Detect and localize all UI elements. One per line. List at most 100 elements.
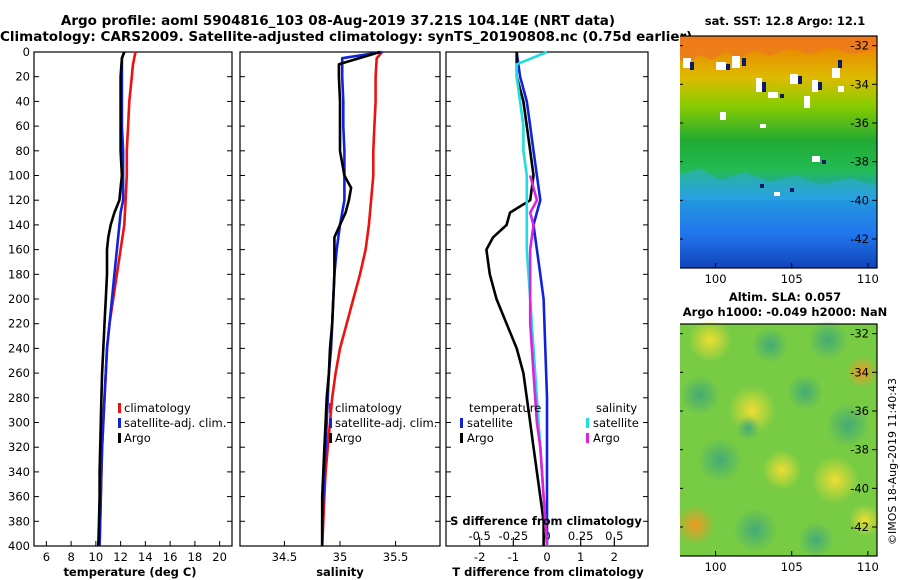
y-tick-label: 0 xyxy=(23,45,30,59)
legend-swatch-t-argo xyxy=(460,433,463,443)
legend-s-satellite: satellite xyxy=(593,416,639,430)
legend-climatology: climatology xyxy=(124,401,191,415)
y-tick-label: 340 xyxy=(8,465,30,479)
map-y-tick-label: -38 xyxy=(850,443,869,457)
profile-charts: 0204060801001201401601802002202402602803… xyxy=(8,45,649,579)
x-tick-label: 0 xyxy=(543,550,550,564)
sst-warm-band xyxy=(680,36,877,62)
temperature-panel: 0 20 40 60 80 100 120 140 160 180 200 220 240 260 280 3… xyxy=(8,45,232,564)
legend-swatch-s-satellite xyxy=(586,418,589,428)
series-line-t-satellite xyxy=(515,51,549,546)
legend-s-argo: Argo xyxy=(593,431,620,445)
map-y-tick-label: -36 xyxy=(850,116,869,130)
legend-satellite: satellite-adj. clim. xyxy=(124,416,226,430)
y-tick-label: 220 xyxy=(8,317,30,331)
salinity-legend: climatology satellite-adj. clim. Argo xyxy=(329,401,437,445)
temperature-legend: climatology satellite-adj. clim. Argo xyxy=(118,401,226,445)
legend-swatch-climatology xyxy=(329,403,332,413)
map-x-tick-label: 105 xyxy=(781,272,803,286)
y-tick-label: 120 xyxy=(8,193,30,207)
x-tick-label: 20 xyxy=(212,550,227,564)
legend-swatch-argo xyxy=(118,433,121,443)
temperature-panel-frame xyxy=(33,51,233,547)
y-tick-label: 40 xyxy=(15,94,30,108)
x-tick-label: 8 xyxy=(67,550,74,564)
x-tick-label: 10 xyxy=(89,550,104,564)
sst-map-frame xyxy=(680,35,878,269)
legend-swatch-satellite xyxy=(118,418,121,428)
x-tick-label: 1 xyxy=(577,550,584,564)
legend-satellite: satellite-adj. clim. xyxy=(335,416,437,430)
y-tick-label: 300 xyxy=(8,416,30,430)
legend-temperature-title: temperature xyxy=(469,401,541,415)
s-tick-label: 0.5 xyxy=(605,529,623,543)
sla-map-ticks: 100 105 110 -32 -34 -36 -38 -40 -42 xyxy=(680,327,879,574)
map-y-tick-label: -42 xyxy=(850,520,869,534)
sla-blobs xyxy=(680,318,881,558)
sla-map-frame xyxy=(680,323,878,557)
x-tick-label: 14 xyxy=(138,550,153,564)
title-line-1: Argo profile: aoml 5904816_103 08-Aug-20… xyxy=(60,13,616,29)
map-x-tick-label: 110 xyxy=(857,272,879,286)
y-tick-label: 260 xyxy=(8,366,30,380)
difference-xlabel-top: S difference from climatology xyxy=(450,514,642,528)
x-tick-label: 35.5 xyxy=(383,550,409,564)
map-y-tick-label: -42 xyxy=(850,232,869,246)
x-tick-label: 2 xyxy=(611,550,618,564)
map-y-tick-label: -34 xyxy=(850,365,869,379)
legend-argo: Argo xyxy=(124,431,151,445)
legend-swatch-s-argo xyxy=(586,433,589,443)
y-tick-label: 240 xyxy=(8,341,30,355)
y-tick-label: 100 xyxy=(8,169,30,183)
sst-dark-pixels xyxy=(690,58,842,192)
y-tick-label: 380 xyxy=(8,514,30,528)
x-tick-label: -2 xyxy=(474,550,485,564)
sst-cool-band xyxy=(680,168,877,200)
x-tick-label: 35 xyxy=(333,550,348,564)
y-tick-label: 180 xyxy=(8,267,30,281)
imos-credit: ©IMOS 18-Aug-2019 11:40:43 xyxy=(886,378,899,545)
y-tick-label: 280 xyxy=(8,391,30,405)
series-line-argo xyxy=(97,51,126,547)
sst-cloud-mask xyxy=(683,56,844,196)
difference-legend: temperature satellite Argo salinity sate… xyxy=(460,401,639,445)
map-y-tick-label: -38 xyxy=(850,155,869,169)
s-tick-label: -0.5 xyxy=(468,529,490,543)
series-line-t-argo xyxy=(485,52,545,546)
x-tick-label: 16 xyxy=(163,550,178,564)
title-line-2: Climatology: CARS2009. Satellite-adjuste… xyxy=(0,29,693,45)
series-line-climatology xyxy=(320,51,384,547)
legend-swatch-satellite xyxy=(329,418,332,428)
y-tick-label: 200 xyxy=(8,292,30,306)
sla-map-title-1: Altim. SLA: 0.057 xyxy=(728,290,842,304)
maps: 100 105 110 -32 -34 -36 -38 -40 -42 100 105 110 -32… xyxy=(680,35,881,574)
sla-map: 100 105 110 -32 -34 -36 -38 -40 -42 xyxy=(680,318,881,574)
salinity-xlabel: salinity xyxy=(316,565,364,579)
map-x-tick-label: 100 xyxy=(705,272,727,286)
series-line-s-satellite xyxy=(515,50,549,547)
sst-map-ticks: 100 105 110 -32 -34 -36 -38 -40 -42 xyxy=(680,39,879,286)
sla-map-title-2: Argo h1000: -0.049 h2000: NaN xyxy=(682,305,888,319)
legend-swatch-t-satellite xyxy=(460,418,463,428)
s-tick-label: 0.25 xyxy=(568,529,594,543)
temperature-xlabel: temperature (deg C) xyxy=(63,565,196,579)
map-y-tick-label: -32 xyxy=(850,327,869,341)
x-tick-label: 12 xyxy=(113,550,128,564)
legend-climatology: climatology xyxy=(335,401,402,415)
x-tick-label: -1 xyxy=(508,550,519,564)
legend-argo: Argo xyxy=(335,431,362,445)
map-x-tick-label: 110 xyxy=(857,560,879,574)
y-tick-label: 360 xyxy=(8,490,30,504)
map-y-tick-label: -40 xyxy=(850,193,869,207)
map-y-tick-label: -34 xyxy=(850,77,869,91)
s-tick-label: -0.25 xyxy=(498,529,528,543)
series-line-argo xyxy=(320,50,381,546)
y-tick-label: 160 xyxy=(8,243,30,257)
y-tick-label: 80 xyxy=(15,144,30,158)
legend-swatch-climatology xyxy=(118,403,121,413)
legend-t-satellite: satellite xyxy=(467,416,513,430)
sst-map: 100 105 110 -32 -34 -36 -38 -40 -42 xyxy=(680,35,879,286)
salinity-panel: 34.5 35 35.5 xyxy=(240,50,440,564)
difference-xlabel: T difference from climatology xyxy=(452,565,644,579)
map-y-tick-label: -32 xyxy=(850,39,869,53)
